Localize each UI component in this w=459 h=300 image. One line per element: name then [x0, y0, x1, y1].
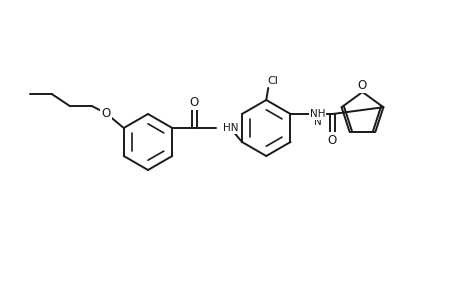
Text: HN: HN: [223, 123, 238, 133]
Text: N: N: [313, 117, 321, 127]
Text: O: O: [327, 134, 336, 146]
Text: NH: NH: [309, 109, 325, 119]
Text: Cl: Cl: [267, 76, 278, 86]
Text: H: H: [313, 108, 321, 118]
Text: O: O: [101, 106, 110, 119]
Text: O: O: [357, 79, 366, 92]
Text: O: O: [189, 95, 198, 109]
